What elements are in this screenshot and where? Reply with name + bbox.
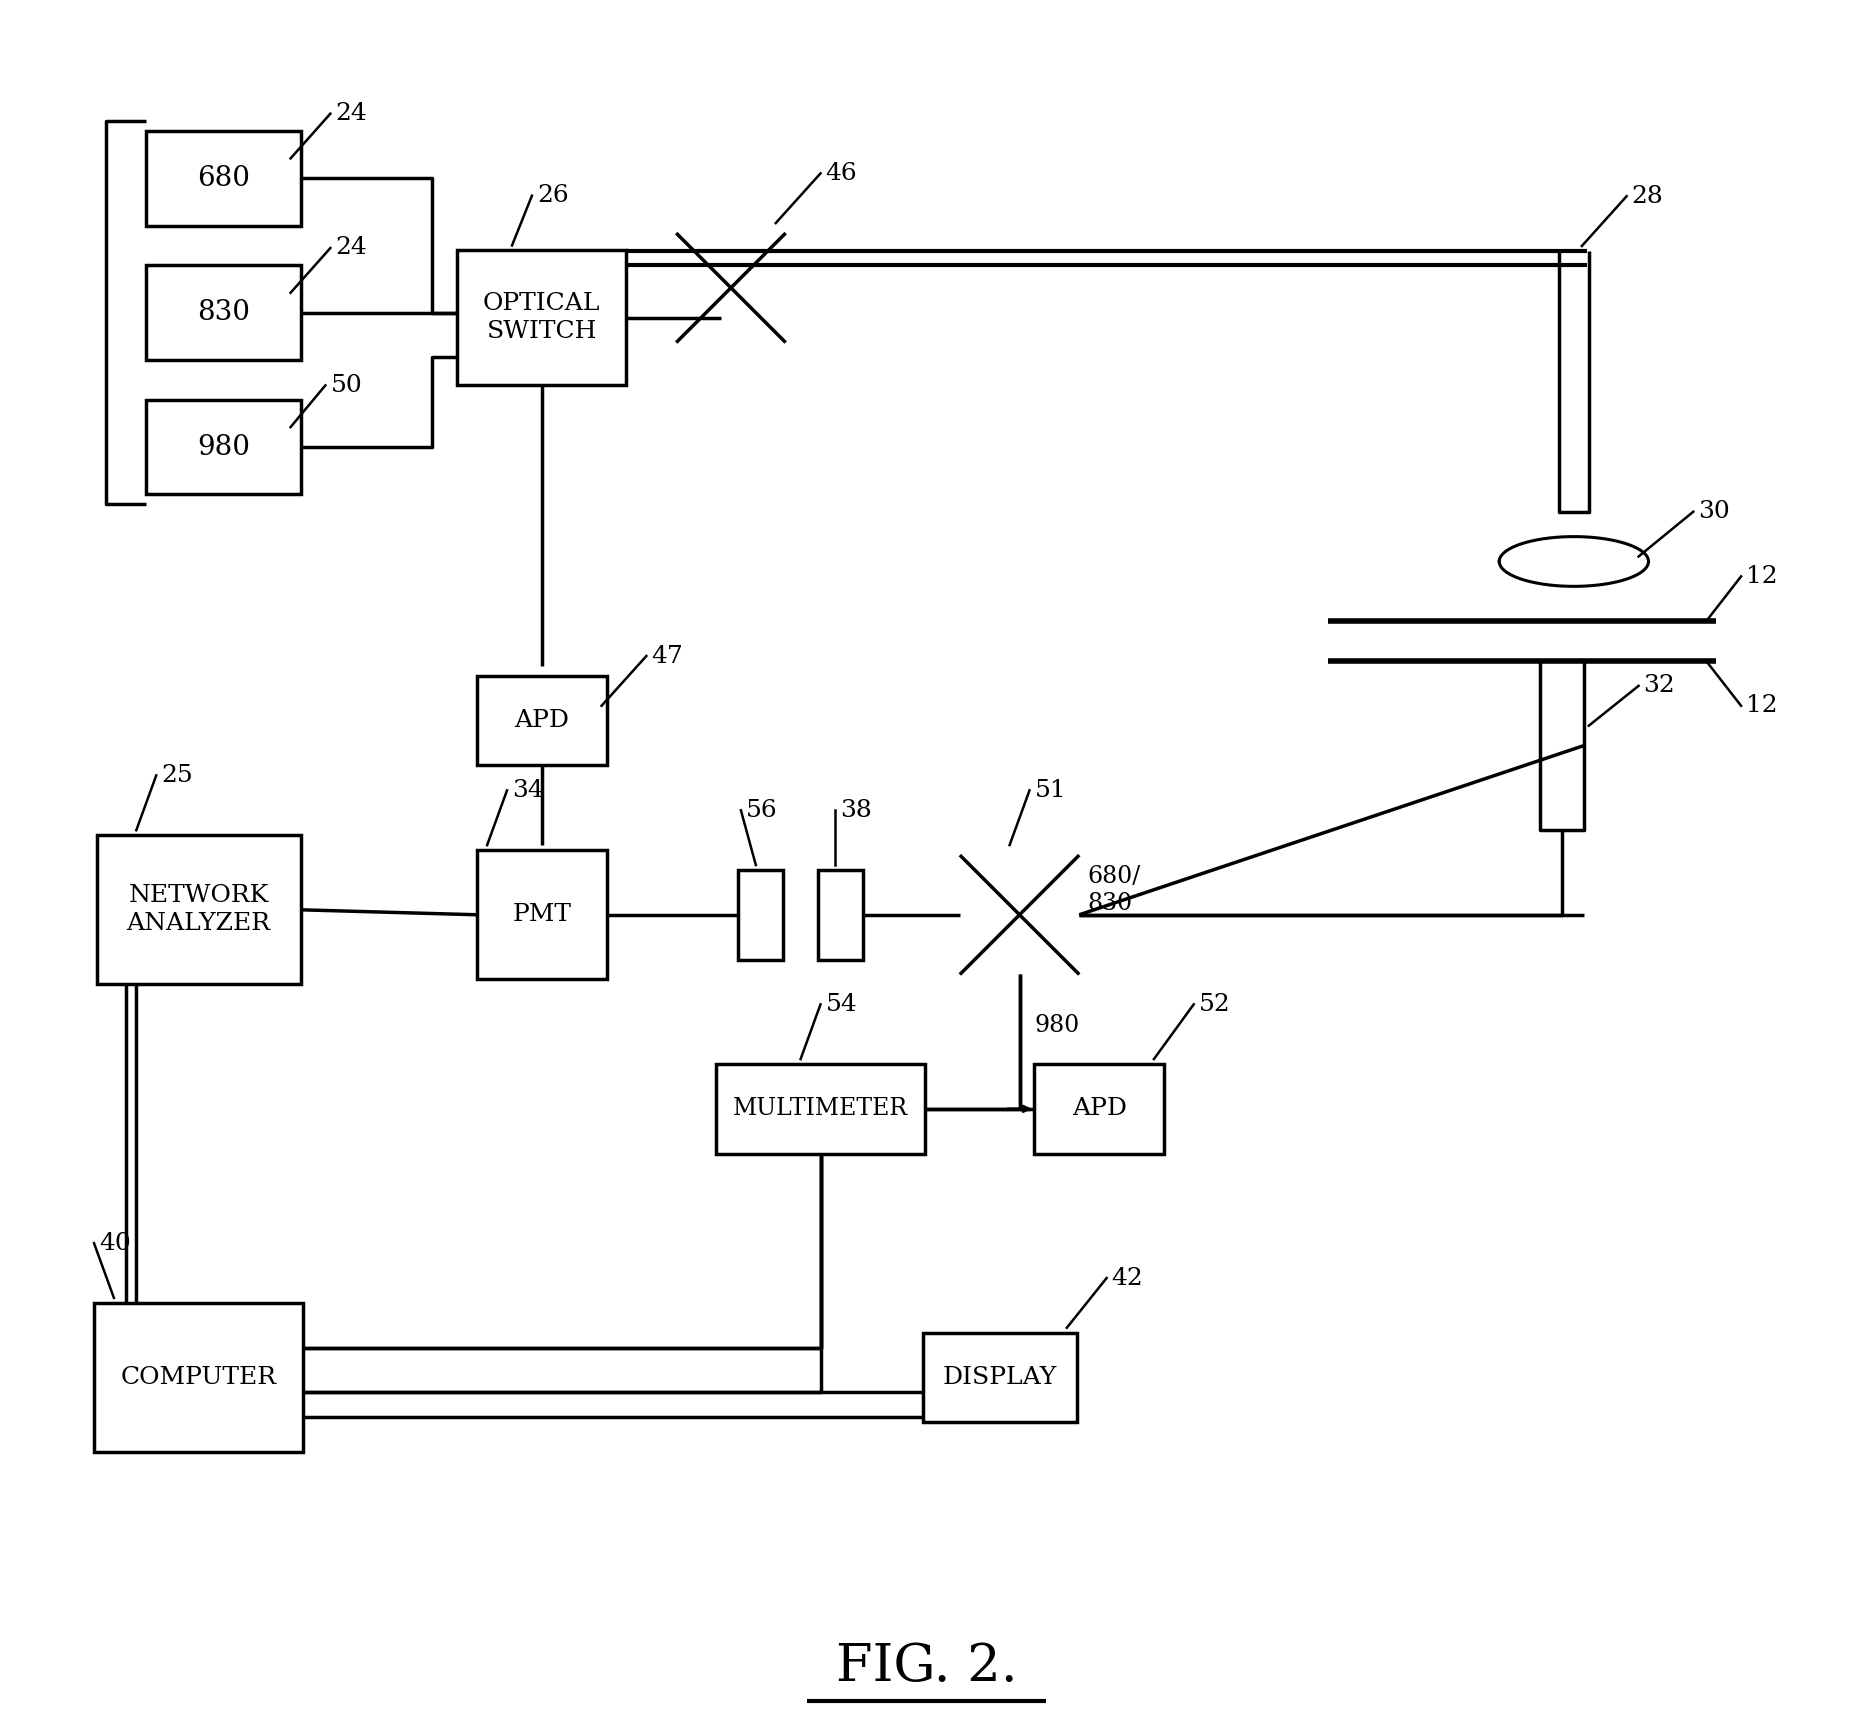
FancyBboxPatch shape: [458, 250, 626, 385]
FancyBboxPatch shape: [737, 870, 784, 960]
Text: 680/
830: 680/ 830: [1088, 865, 1140, 915]
Text: OPTICAL
SWITCH: OPTICAL SWITCH: [484, 292, 600, 344]
Text: MULTIMETER: MULTIMETER: [734, 1097, 908, 1120]
Text: 32: 32: [1644, 674, 1675, 698]
Text: NETWORK
ANALYZER: NETWORK ANALYZER: [126, 884, 271, 936]
Text: 40: 40: [98, 1231, 132, 1255]
Text: 25: 25: [161, 764, 193, 786]
FancyBboxPatch shape: [96, 835, 300, 984]
Text: 30: 30: [1699, 500, 1731, 523]
FancyBboxPatch shape: [478, 675, 606, 766]
Text: APD: APD: [1071, 1097, 1127, 1120]
FancyBboxPatch shape: [1034, 1064, 1164, 1154]
Text: 42: 42: [1112, 1267, 1143, 1290]
FancyBboxPatch shape: [715, 1064, 925, 1154]
Text: 51: 51: [1034, 779, 1065, 802]
Text: 52: 52: [1199, 993, 1230, 1016]
Text: 46: 46: [825, 161, 858, 184]
Text: 980: 980: [1034, 1014, 1080, 1038]
Text: 28: 28: [1632, 184, 1664, 208]
Text: 38: 38: [841, 799, 873, 821]
Text: 24: 24: [335, 102, 367, 125]
Text: 680: 680: [196, 165, 250, 191]
Text: DISPLAY: DISPLAY: [943, 1366, 1056, 1389]
Text: 980: 980: [196, 434, 250, 460]
FancyBboxPatch shape: [146, 399, 300, 495]
Text: 47: 47: [650, 644, 684, 668]
Text: 12: 12: [1746, 694, 1777, 717]
Text: 56: 56: [747, 799, 778, 821]
FancyBboxPatch shape: [923, 1333, 1077, 1422]
Text: 50: 50: [330, 373, 361, 398]
FancyBboxPatch shape: [817, 870, 863, 960]
Text: COMPUTER: COMPUTER: [120, 1366, 276, 1389]
Text: 34: 34: [511, 779, 543, 802]
Text: 830: 830: [196, 299, 250, 326]
Text: PMT: PMT: [513, 903, 571, 927]
FancyBboxPatch shape: [146, 266, 300, 359]
Text: FIG. 2.: FIG. 2.: [836, 1641, 1017, 1691]
Text: 54: 54: [825, 993, 858, 1016]
FancyBboxPatch shape: [478, 851, 606, 979]
FancyBboxPatch shape: [95, 1304, 304, 1453]
Text: 26: 26: [537, 184, 569, 207]
FancyBboxPatch shape: [146, 130, 300, 226]
Text: 24: 24: [335, 236, 367, 259]
Text: 12: 12: [1746, 564, 1777, 589]
Text: APD: APD: [515, 710, 569, 733]
